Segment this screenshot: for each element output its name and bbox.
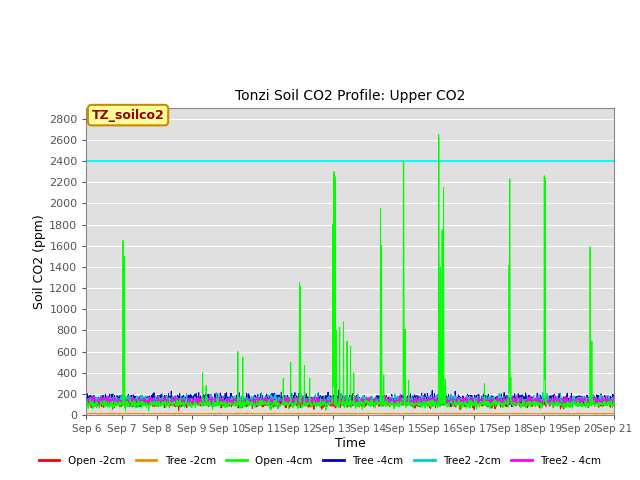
X-axis label: Time: Time xyxy=(335,437,366,450)
Title: Tonzi Soil CO2 Profile: Upper CO2: Tonzi Soil CO2 Profile: Upper CO2 xyxy=(236,89,465,103)
Legend: Open -2cm, Tree -2cm, Open -4cm, Tree -4cm, Tree2 -2cm, Tree2 - 4cm: Open -2cm, Tree -2cm, Open -4cm, Tree -4… xyxy=(35,452,605,470)
Y-axis label: Soil CO2 (ppm): Soil CO2 (ppm) xyxy=(33,214,46,309)
Text: TZ_soilco2: TZ_soilco2 xyxy=(92,108,164,121)
